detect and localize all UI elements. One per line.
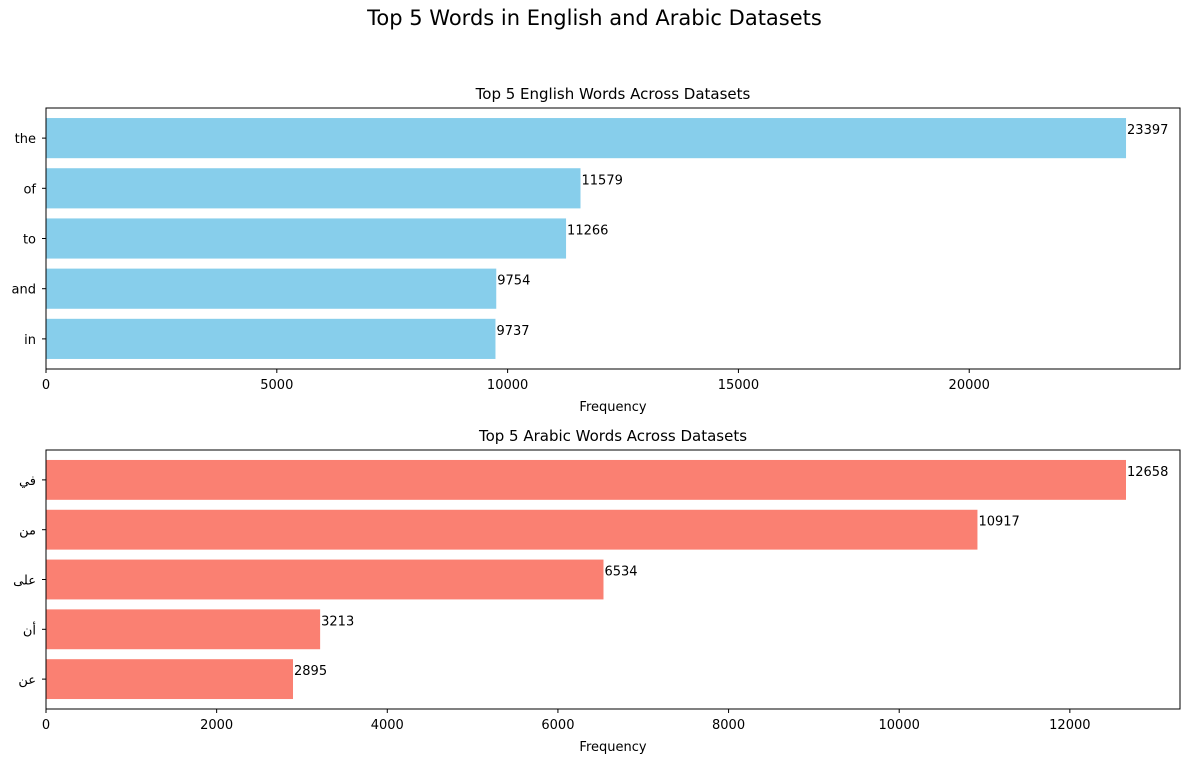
chart2-category-label: عن	[18, 673, 36, 688]
chart1-category-label: of	[23, 182, 36, 197]
chart2-xtick-label: 0	[42, 718, 50, 733]
chart2-data-label: 10917	[978, 515, 1019, 530]
chart1-data-label: 9754	[497, 274, 530, 289]
chart2-title: Top 5 Arabic Words Across Datasets	[478, 427, 747, 445]
chart2-bar	[46, 459, 1126, 500]
chart1-data-label: 11579	[582, 173, 623, 188]
chart2-data-label: 2895	[294, 664, 327, 679]
chart2-category-label: على	[13, 574, 36, 589]
chart2-category-label: من	[19, 524, 36, 539]
chart2-xtick-label: 2000	[200, 718, 233, 733]
chart1-xtick-label: 15000	[718, 378, 759, 393]
chart1-bar	[46, 218, 567, 259]
chart1-xtick-label: 0	[42, 378, 50, 393]
chart2-xlabel: Frequency	[579, 740, 646, 755]
chart2-data-label: 3213	[321, 614, 354, 629]
chart2-bar	[46, 609, 321, 650]
chart1-bar	[46, 268, 497, 309]
chart1-group: 23397 the 11579 of 11266 to 9754 and 9737 in 0 5000…	[12, 85, 1181, 415]
chart1-title: Top 5 English Words Across Datasets	[475, 85, 751, 103]
chart1-data-label: 23397	[1127, 123, 1168, 138]
chart1-category-label: in	[24, 333, 36, 348]
chart2-xtick-label: 8000	[712, 718, 745, 733]
chart2-category-label: أن	[23, 621, 36, 638]
chart2-xtick-label: 12000	[1049, 718, 1090, 733]
chart2-bar	[46, 559, 604, 600]
chart2-group: 12658 في 10917 من 6534 على 3213 أن 2895 عن 0 2000 40…	[13, 427, 1181, 755]
chart1-xtick-label: 10000	[487, 378, 528, 393]
chart1-bar	[46, 168, 581, 209]
chart1-category-label: the	[15, 132, 36, 147]
chart2-bar	[46, 509, 978, 550]
chart2-xtick-label: 10000	[879, 718, 920, 733]
chart1-xtick-label: 5000	[260, 378, 293, 393]
chart2-axes-frame	[45, 449, 1181, 710]
chart1-data-label: 11266	[567, 224, 608, 239]
chart1-xtick-label: 20000	[949, 378, 990, 393]
chart2-data-label: 12658	[1127, 465, 1168, 480]
chart1-bar	[46, 118, 1127, 159]
chart2-category-label: في	[19, 474, 36, 489]
chart2-bar	[46, 659, 294, 700]
chart2-data-label: 6534	[604, 565, 637, 580]
chart1-axes-frame	[45, 107, 1181, 370]
chart1-xlabel: Frequency	[579, 400, 646, 415]
chart1-data-label: 9737	[496, 324, 529, 339]
chart1-category-label: and	[12, 283, 36, 298]
chart1-category-label: to	[23, 233, 36, 248]
chart2-xtick-label: 6000	[541, 718, 574, 733]
chart1-bar	[46, 318, 496, 359]
figure-title: Top 5 Words in English and Arabic Datase…	[367, 6, 822, 30]
chart2-xtick-label: 4000	[371, 718, 404, 733]
